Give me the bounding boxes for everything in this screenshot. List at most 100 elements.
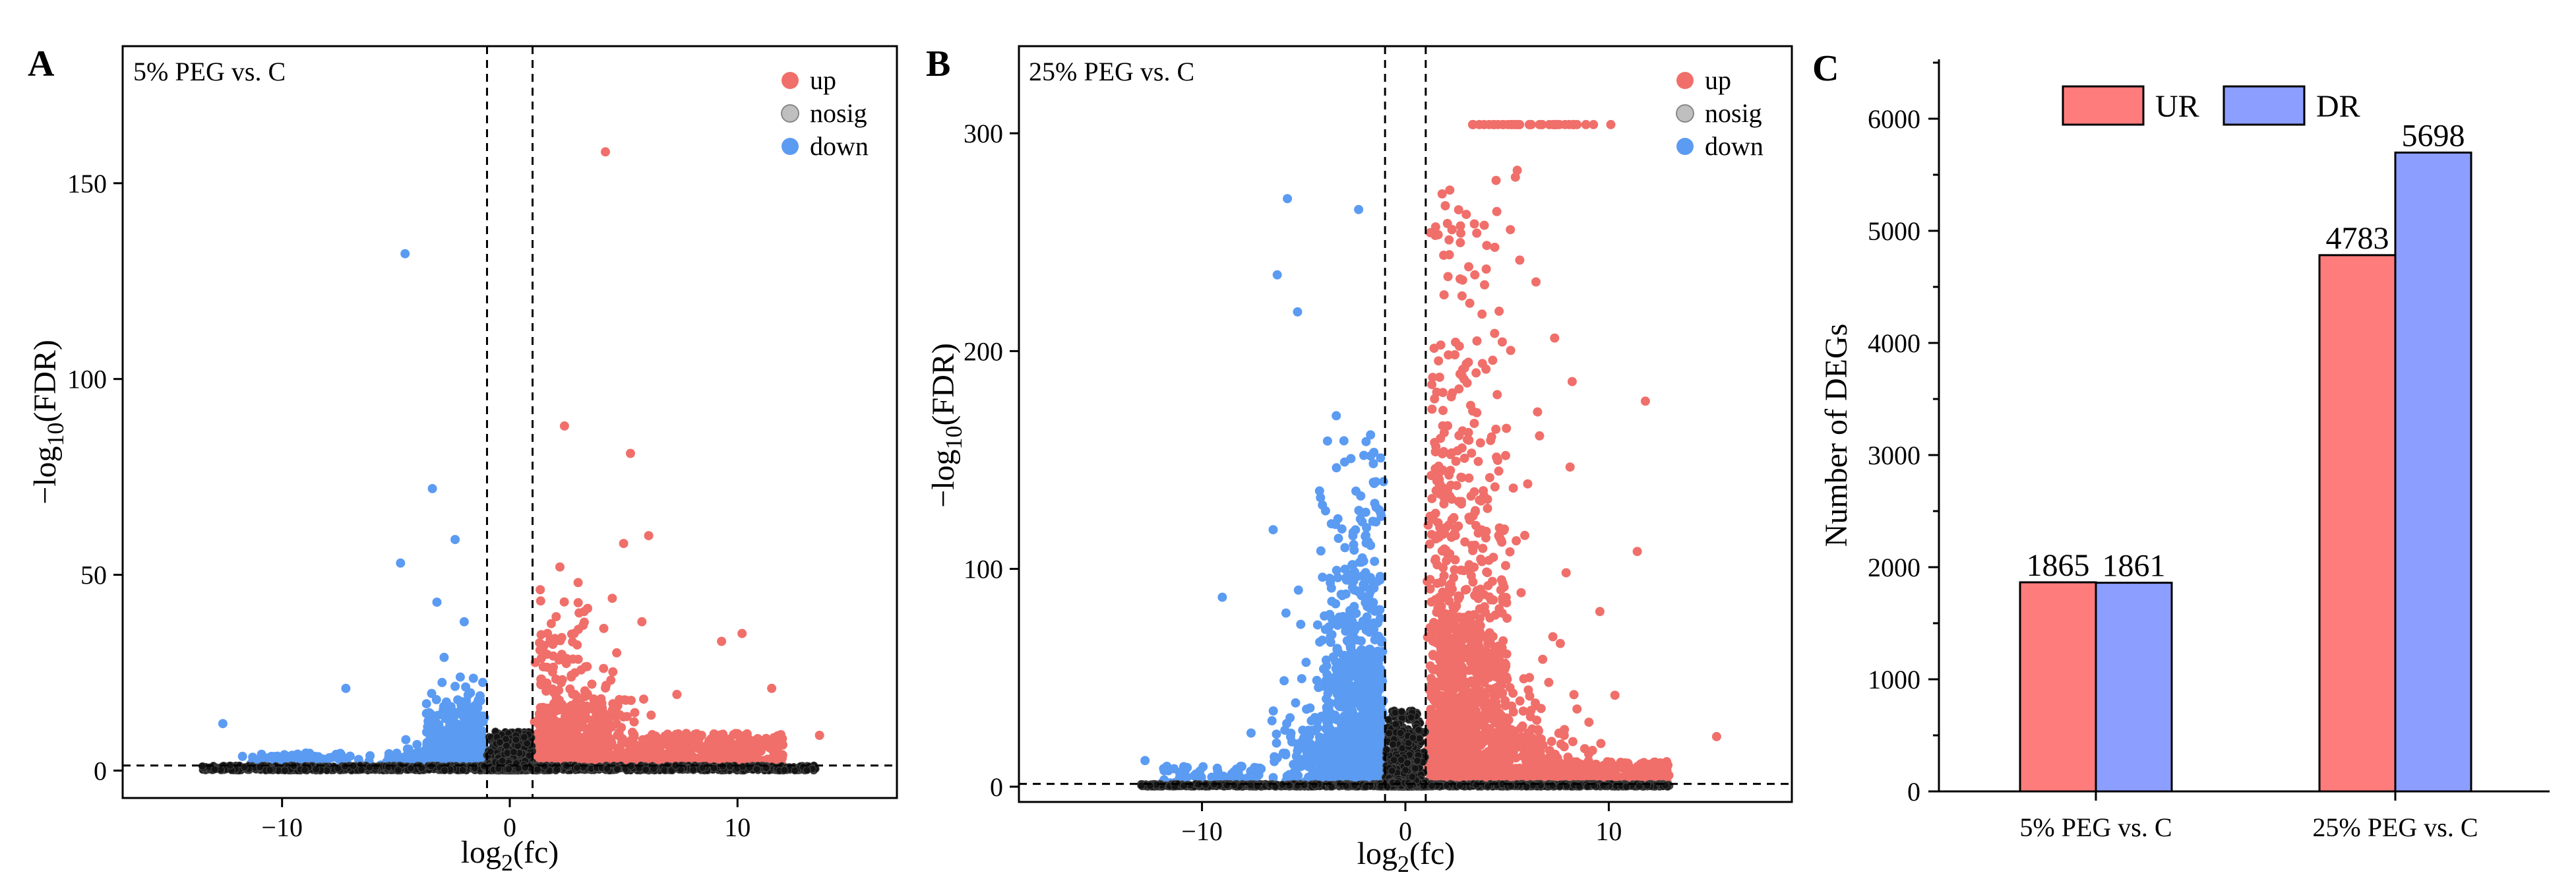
up-point (625, 747, 634, 756)
up-point (599, 719, 609, 729)
down-point (433, 710, 443, 720)
up-point (672, 690, 682, 699)
y-tick-label: 50 (80, 561, 107, 590)
down-point (478, 677, 487, 687)
up-point (644, 750, 654, 760)
up-point (749, 748, 758, 758)
panel-letter-c: C (1812, 48, 1839, 89)
up-point (559, 730, 568, 740)
nosig-point (210, 765, 219, 774)
nosig-point (512, 735, 520, 744)
down-point (412, 740, 422, 749)
up-point (601, 747, 611, 756)
a-plot-title: 5% PEG vs. C (133, 57, 286, 86)
up-point (644, 531, 654, 541)
up-point (562, 654, 571, 663)
nosig-point (301, 766, 309, 774)
up-point (601, 683, 610, 693)
up-point (536, 679, 545, 689)
up-point (557, 704, 567, 714)
nosig-point (312, 765, 321, 774)
down-point (1325, 573, 1335, 583)
down-point (365, 751, 375, 760)
up-point (598, 703, 607, 713)
down-point (1279, 676, 1289, 686)
up-point (704, 736, 714, 746)
nosig-point (791, 766, 799, 775)
down-point (427, 483, 437, 493)
up-point (687, 751, 696, 760)
down-point (445, 723, 454, 732)
down-point (237, 751, 247, 761)
down-point (401, 735, 411, 745)
down-point (390, 753, 400, 763)
up-point (615, 710, 625, 720)
down-point (450, 733, 460, 743)
up-point (559, 597, 569, 607)
up-point (671, 750, 681, 760)
up-point (617, 738, 627, 748)
down-point (426, 742, 436, 752)
up-point (716, 743, 726, 752)
nosig-point (266, 766, 274, 774)
down-point (443, 713, 453, 723)
down-point (421, 699, 431, 709)
up-point (567, 672, 576, 682)
up-point (740, 738, 750, 748)
down-point (435, 729, 445, 739)
up-point (536, 596, 545, 606)
up-point (619, 539, 629, 549)
nosig-point (458, 766, 467, 774)
up-point (541, 686, 551, 696)
down-point (453, 695, 463, 705)
up-point (612, 648, 622, 658)
up-point (573, 598, 583, 607)
down-point (475, 716, 485, 725)
up-point (546, 619, 556, 628)
down-point (439, 652, 449, 662)
up-point (632, 747, 641, 756)
down-point (1332, 411, 1341, 421)
down-point (459, 617, 469, 627)
up-point (723, 735, 733, 745)
up-point (621, 695, 631, 705)
legend-marker-down (782, 138, 799, 155)
up-point (587, 679, 597, 689)
up-point (544, 715, 553, 725)
down-point (1268, 706, 1278, 716)
down-point (468, 673, 478, 683)
up-point (587, 737, 596, 747)
up-point (607, 594, 617, 603)
down-point (458, 751, 468, 761)
down-point (1339, 457, 1349, 467)
down-point (455, 672, 465, 682)
up-point (554, 655, 564, 665)
a-plot-frame (121, 45, 898, 799)
up-point (570, 718, 580, 728)
nosig-point (503, 741, 510, 750)
down-point (437, 677, 447, 687)
up-point (606, 736, 616, 745)
up-point (637, 617, 647, 627)
down-point (474, 695, 483, 705)
up-point (599, 727, 609, 737)
up-point (551, 612, 561, 622)
legend-marker-up (782, 72, 799, 89)
down-point (450, 535, 460, 545)
b-scatter-points (1137, 119, 1721, 791)
up-point (626, 735, 636, 745)
up-point (577, 748, 587, 758)
nosig-point (752, 765, 761, 774)
down-point (1314, 486, 1324, 496)
down-point (471, 731, 481, 741)
up-point (686, 735, 696, 745)
down-point (468, 745, 478, 755)
up-point (573, 578, 583, 588)
down-point (425, 733, 435, 743)
down-point (400, 249, 410, 259)
panel-letter-b: B (926, 44, 950, 84)
nosig-point (534, 765, 541, 774)
down-point (427, 689, 437, 698)
nosig-point (198, 762, 206, 770)
